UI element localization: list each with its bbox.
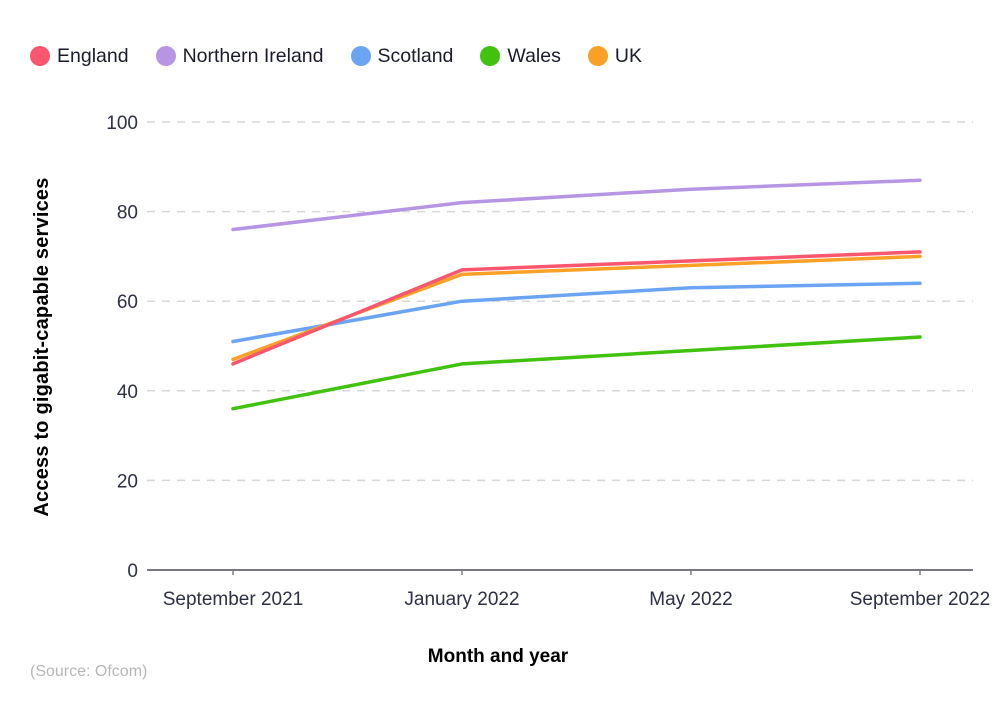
legend-label-england: England xyxy=(57,45,129,67)
x-axis-title: Month and year xyxy=(427,646,569,667)
y-tick-label-80: 80 xyxy=(117,203,138,224)
source-note: (Source: Ofcom) xyxy=(30,663,148,680)
legend-label-scotland: Scotland xyxy=(377,45,454,67)
legend-item-uk[interactable]: UK xyxy=(587,45,642,67)
legend-dot-wales xyxy=(480,46,501,66)
x-tick-label-0: September 2021 xyxy=(163,589,304,610)
legend-label-northern-ireland: Northern Ireland xyxy=(182,45,324,67)
legend-dot-england xyxy=(30,46,50,66)
x-tick-label-1: January 2022 xyxy=(404,589,519,610)
y-tick-label-100: 100 xyxy=(106,113,138,134)
legend-label-wales: Wales xyxy=(507,45,561,67)
legend: England Northern Ireland Scotland Wales UK xyxy=(30,45,642,67)
legend-item-northern-ireland[interactable]: Northern Ireland xyxy=(155,45,324,67)
series-line-northern-ireland xyxy=(231,178,922,232)
legend-dot-northern-ireland xyxy=(155,46,176,66)
x-tick-label-2: May 2022 xyxy=(649,589,732,610)
y-tick-label-20: 20 xyxy=(117,471,138,492)
legend-dot-scotland xyxy=(350,46,371,66)
y-tick-label-0: 0 xyxy=(127,561,138,582)
series-line-wales xyxy=(231,335,922,411)
series-line-england xyxy=(231,250,922,366)
legend-item-wales[interactable]: Wales xyxy=(480,45,561,67)
y-tick-label-40: 40 xyxy=(117,382,138,403)
legend-dot-uk xyxy=(587,46,608,66)
y-axis-title: Access to gigabit-capable services xyxy=(31,177,53,517)
y-tick-label-60: 60 xyxy=(117,292,138,313)
legend-label-uk: UK xyxy=(614,45,642,67)
legend-item-scotland[interactable]: Scotland xyxy=(350,45,454,67)
legend-item-england[interactable]: England xyxy=(30,45,129,67)
series-line-scotland xyxy=(231,281,922,344)
x-tick-label-3: September 2022 xyxy=(850,589,991,610)
